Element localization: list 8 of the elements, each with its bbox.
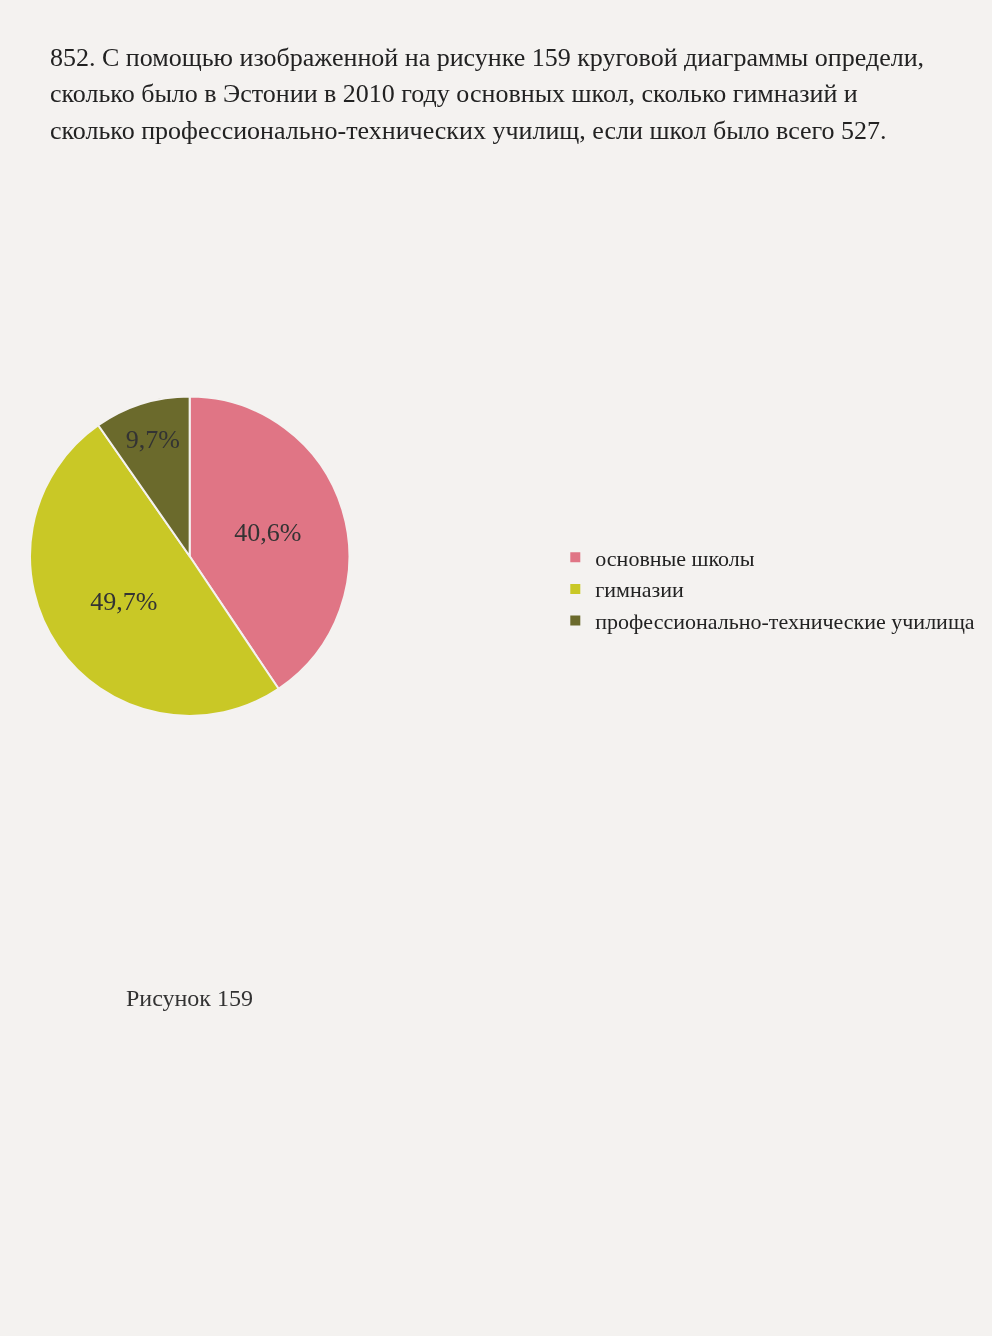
legend-label: профессионально-технические училища — [595, 609, 975, 635]
data-label: 40,6% — [234, 518, 302, 548]
data-label: 49,7% — [90, 586, 158, 616]
data-label: 9,7% — [125, 424, 180, 454]
legend-label: основные школы — [595, 546, 755, 572]
legend-label: гимназии — [595, 577, 685, 603]
text: Рисунок 159 — [126, 985, 254, 1012]
chart-title: 852. С помощью изображенной на рисунке 159 круговой диаграммы определи, сколько было в Эстонии в 2010 году основных школ, сколько гимназий и сколько профессионально-технических училищ, если школ было всего 527. — [49, 42, 926, 147]
